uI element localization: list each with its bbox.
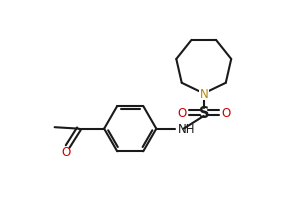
Text: O: O bbox=[221, 106, 231, 119]
Text: S: S bbox=[199, 105, 209, 120]
Text: N: N bbox=[199, 88, 208, 101]
Text: O: O bbox=[177, 106, 186, 119]
Text: NH: NH bbox=[178, 123, 195, 136]
Text: N: N bbox=[199, 87, 208, 100]
Text: O: O bbox=[62, 146, 71, 159]
